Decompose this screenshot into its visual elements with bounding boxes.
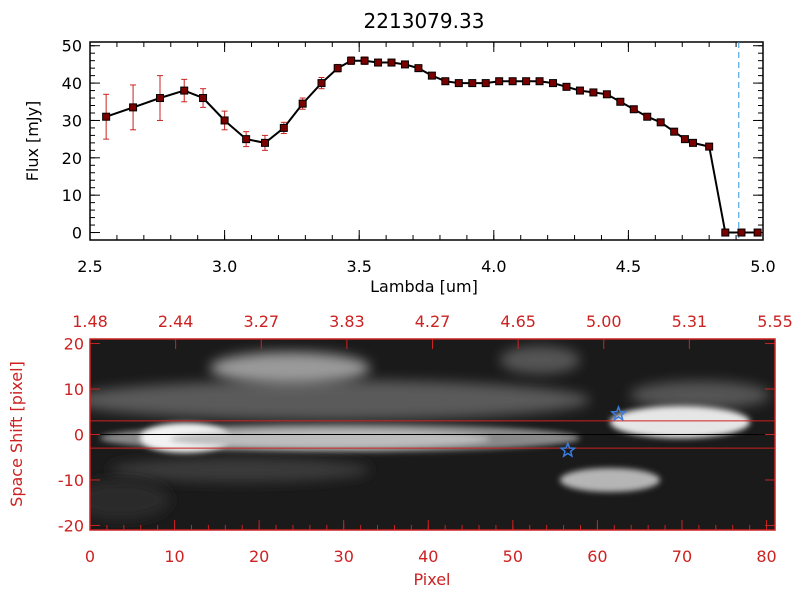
y-tick-label: 0 [72, 224, 82, 243]
x-tick-label: 80 [756, 547, 776, 566]
x-tick-label: 4.0 [481, 257, 506, 276]
data-point [629, 105, 638, 114]
data-point [298, 99, 307, 108]
data-point [522, 77, 531, 86]
data-point [360, 56, 369, 65]
y-tick-label: 20 [62, 149, 82, 168]
star-marker [609, 404, 628, 422]
data-point [468, 79, 477, 88]
data-point [220, 116, 229, 125]
data-point [242, 135, 251, 144]
data-point [481, 79, 490, 88]
top-tick-label: 4.27 [415, 312, 451, 331]
x-tick-label: 70 [672, 547, 692, 566]
image-y-axis-label: Space Shift [pixel] [7, 361, 26, 507]
data-point [575, 86, 584, 95]
data-point [199, 94, 208, 103]
data-point [102, 112, 111, 121]
data-point [495, 77, 504, 86]
spectrum-plot-frame [89, 41, 764, 241]
y-tick-label: 10 [62, 186, 82, 205]
x-tick-label: 3.5 [346, 257, 371, 276]
x-tick-label: 4.5 [616, 257, 641, 276]
spectrum-x-tick-labels: 2.5 3.0 3.5 4.0 4.5 5.0 [77, 257, 775, 276]
x-tick-label: 30 [334, 547, 354, 566]
data-point [180, 86, 189, 95]
data-point [753, 228, 762, 237]
spectral-image-panel: 1.48 2.44 3.27 3.83 4.27 4.65 5.00 5.31 5.55 0 10… [7, 312, 793, 589]
data-point [680, 135, 689, 144]
y-tick-label: 40 [62, 74, 82, 93]
x-tick-label: 60 [587, 547, 607, 566]
data-point [656, 118, 665, 127]
top-tick-label: 4.65 [500, 312, 536, 331]
spectrum-chart: 2213079.33 2.5 3.0 3.5 4.0 4.5 5.0 0 10 20 30 40 5… [23, 9, 776, 296]
top-tick-label: 3.27 [243, 312, 279, 331]
top-tick-label: 2.44 [158, 312, 194, 331]
data-point [414, 64, 423, 73]
data-point [427, 71, 436, 80]
spectrum-y-tick-labels: 0 10 20 30 40 50 [62, 37, 82, 243]
data-point [129, 103, 138, 112]
data-point [374, 58, 383, 67]
y-tick-label: 0 [74, 426, 84, 445]
y-tick-label: 10 [64, 380, 84, 399]
image-x-axis-label: Pixel [413, 570, 450, 589]
image-top-wavelength-labels: 1.48 2.44 3.27 3.83 4.27 4.65 5.00 5.31 5.55 [72, 312, 793, 331]
x-tick-label: 50 [503, 547, 523, 566]
data-point [670, 127, 679, 136]
data-point [602, 90, 611, 99]
data-point [705, 142, 714, 151]
x-tick-label: 10 [164, 547, 184, 566]
data-point [387, 58, 396, 67]
y-tick-label: -10 [58, 471, 84, 490]
data-point [347, 56, 356, 65]
data-point [441, 77, 450, 86]
data-point [260, 138, 269, 147]
x-tick-label: 20 [249, 547, 269, 566]
data-point [737, 228, 746, 237]
chart-title: 2213079.33 [364, 9, 485, 33]
data-point [643, 112, 652, 121]
data-point [400, 60, 409, 69]
data-point [317, 79, 326, 88]
data-point [333, 64, 342, 73]
source-star-markers [559, 404, 628, 458]
top-tick-label: 3.83 [329, 312, 365, 331]
data-point [535, 77, 544, 86]
data-point [589, 88, 598, 97]
x-tick-label: 5.0 [750, 257, 775, 276]
data-point [454, 79, 463, 88]
data-point [549, 79, 558, 88]
data-point [279, 123, 288, 132]
x-tick-label: 3.0 [212, 257, 237, 276]
top-tick-label: 1.48 [72, 312, 108, 331]
y-tick-label: -20 [58, 516, 84, 535]
image-y-tick-labels: -20 -10 0 10 20 [58, 335, 84, 536]
x-tick-label: 0 [85, 547, 95, 566]
top-tick-label: 5.31 [672, 312, 708, 331]
image-axis-ticks [89, 339, 776, 530]
top-tick-label: 5.00 [586, 312, 622, 331]
spectrum-line [105, 59, 758, 234]
y-tick-label: 30 [62, 111, 82, 130]
spectrum-axis-ticks [89, 42, 764, 240]
star-marker [559, 441, 577, 458]
x-tick-label: 40 [418, 547, 438, 566]
data-point [155, 94, 164, 103]
spectrum-markers [102, 56, 762, 237]
image-x-tick-labels: 0 10 20 30 40 50 60 70 80 [85, 547, 777, 566]
spectrum-y-axis-label: Flux [mJy] [23, 101, 42, 182]
spectrum-x-axis-label: Lambda [um] [370, 277, 478, 296]
data-point [689, 138, 698, 147]
y-tick-label: 50 [62, 37, 82, 56]
data-point [562, 82, 571, 91]
data-point [616, 97, 625, 106]
y-tick-label: 20 [64, 335, 84, 354]
top-tick-label: 5.55 [757, 312, 793, 331]
data-point [721, 228, 730, 237]
x-tick-label: 2.5 [77, 257, 102, 276]
data-point [508, 77, 517, 86]
